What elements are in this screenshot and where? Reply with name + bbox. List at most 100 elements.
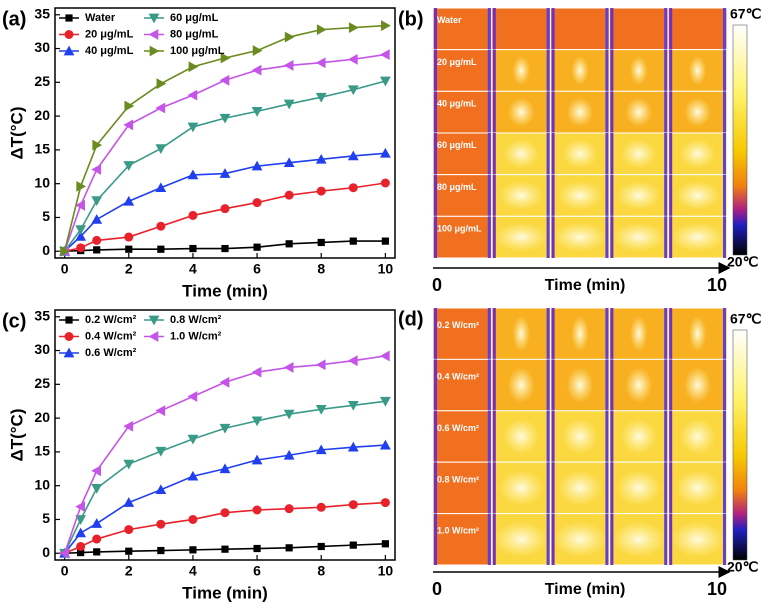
marker: [148, 331, 159, 342]
marker: [221, 244, 229, 253]
legend-label: 0.4 W/cm²: [85, 330, 137, 342]
marker: [283, 409, 295, 420]
series-line: [63, 355, 386, 554]
marker: [189, 546, 197, 554]
marker: [125, 245, 133, 253]
marker: [347, 441, 359, 452]
thermal-edge: [610, 359, 614, 411]
thermal-edge: [605, 133, 609, 175]
thermal-edge: [546, 91, 550, 133]
x-tick-label: 10: [378, 563, 394, 579]
marker: [75, 515, 87, 525]
thermal-edge: [664, 49, 668, 92]
marker: [347, 355, 358, 367]
thermal-edge: [551, 308, 555, 360]
marker: [219, 168, 231, 178]
marker: [379, 350, 390, 362]
marker: [92, 139, 103, 151]
marker: [283, 362, 294, 373]
thermal-hotspot: [493, 222, 549, 252]
legend-label: 0.2 W/cm²: [85, 314, 137, 326]
thermal-cell: [432, 513, 493, 566]
panel-label: (a): [2, 8, 26, 30]
marker: [347, 85, 359, 96]
thermal-edge: [434, 308, 437, 360]
row-label: Water: [437, 15, 462, 25]
thermal-edge: [551, 216, 555, 258]
y-tick-label: 15: [34, 443, 50, 459]
marker: [219, 376, 230, 388]
marker: [92, 534, 102, 544]
marker: [187, 470, 199, 481]
legend-label: 0.6 W/cm²: [85, 347, 137, 359]
y-tick-label: 30: [34, 341, 50, 357]
marker: [253, 243, 261, 251]
y-tick-label: 35: [34, 307, 50, 323]
thermal-edge: [492, 308, 496, 360]
y-tick-label: 10: [34, 476, 50, 492]
marker: [315, 153, 327, 164]
thermal-edge: [434, 133, 437, 175]
marker: [253, 544, 261, 553]
marker: [349, 541, 357, 549]
row-label: 20 μg/mL: [437, 57, 477, 67]
marker: [59, 547, 69, 559]
thermal-edge: [551, 359, 555, 411]
marker: [251, 366, 262, 378]
marker: [348, 183, 358, 193]
thermal-edge: [551, 133, 555, 175]
thermal-cell: [432, 215, 493, 259]
colorbar: [732, 329, 748, 561]
marker: [251, 107, 263, 117]
thermal-edge: [492, 133, 496, 175]
marker: [380, 178, 390, 188]
thermal-hotspot: [674, 469, 721, 506]
marker: [187, 89, 198, 101]
marker: [77, 548, 85, 557]
scale-max: 67℃: [730, 311, 762, 327]
row-label: 60 μg/mL: [437, 140, 477, 150]
thermal-edge: [669, 308, 673, 360]
thermal-hotspot: [620, 139, 657, 169]
marker: [64, 332, 74, 341]
marker: [93, 548, 101, 556]
marker: [188, 210, 198, 220]
thermal-hotspot: [630, 55, 648, 86]
legend-label: 60 μg/mL: [170, 12, 219, 24]
marker: [379, 439, 391, 450]
thermal-cell: [432, 174, 493, 217]
thermal-edge: [492, 8, 496, 50]
thermal-edge: [605, 462, 609, 514]
marker: [285, 240, 293, 248]
marker: [91, 484, 103, 494]
thermal-hotspot: [498, 469, 545, 506]
thermal-edge: [610, 174, 614, 217]
thermal-cell: [667, 7, 728, 51]
marker: [148, 29, 159, 40]
thermal-edge: [492, 216, 496, 258]
x-tick-label: 2: [125, 563, 133, 579]
thermal-edge: [434, 410, 437, 463]
y-tick-label: 35: [34, 5, 50, 21]
thermal-hotspot: [566, 367, 594, 404]
thermal-edge: [610, 8, 614, 50]
thermal-edge: [723, 91, 726, 133]
scale-min: 20℃: [727, 254, 759, 270]
thermal-edge: [434, 513, 437, 565]
marker: [221, 545, 229, 553]
thermal-edge: [723, 133, 726, 175]
thermal-cell: [432, 7, 493, 51]
marker: [124, 232, 134, 242]
row-label: 100 μg/mL: [437, 224, 482, 234]
thermal-edge: [487, 462, 491, 514]
marker: [65, 14, 73, 22]
thermal-hotspot: [566, 97, 594, 127]
axis-label: Time (min): [545, 277, 626, 294]
thermal-edge: [487, 8, 491, 50]
marker: [187, 434, 199, 445]
thermal-edge: [669, 513, 673, 565]
thermal-edge: [546, 308, 550, 360]
thermal-hotspot: [625, 97, 653, 127]
marker: [188, 61, 199, 73]
thermal-edge: [551, 8, 555, 50]
